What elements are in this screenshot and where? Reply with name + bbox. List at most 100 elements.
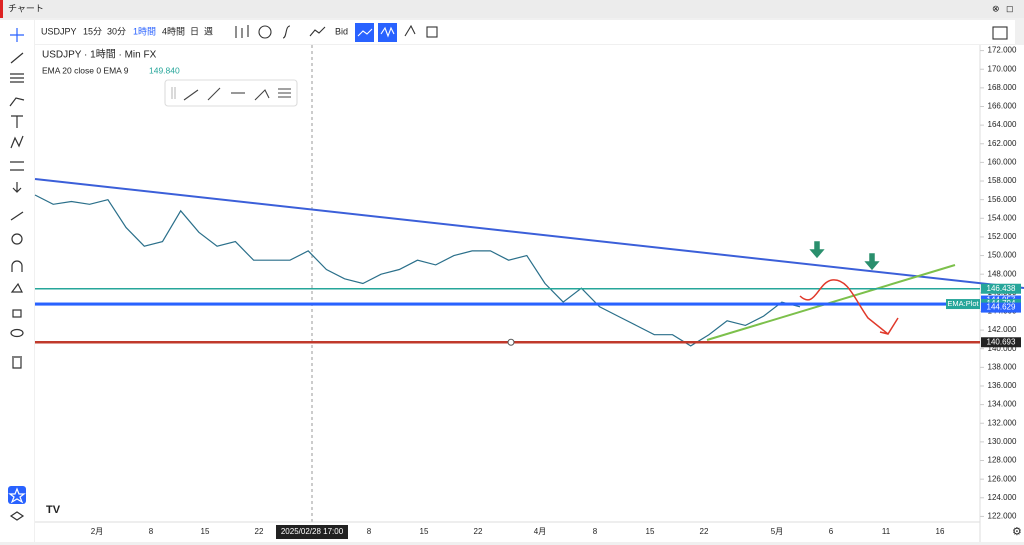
top-toolbar — [35, 20, 1015, 44]
min-btn[interactable]: ◻ — [1006, 3, 1013, 13]
bid-btn[interactable]: Bid — [335, 26, 348, 36]
lock-tool[interactable] — [12, 309, 22, 318]
interval-btn[interactable]: 日 — [190, 26, 199, 36]
window-title: チャート — [8, 3, 44, 13]
float-more-btn[interactable] — [278, 88, 291, 98]
chart-area — [35, 45, 1024, 542]
x-tick-label: 8 — [149, 527, 154, 536]
ruler-tool[interactable] — [10, 211, 24, 221]
y-tick-label: 128.000 — [988, 456, 1017, 465]
y-tick-label: 164.000 — [988, 120, 1017, 129]
pattern-tool[interactable] — [10, 135, 24, 149]
y-tick-label: 158.000 — [988, 176, 1017, 185]
x-tick-label: 15 — [420, 527, 429, 536]
y-tick-label: 150.000 — [988, 251, 1017, 260]
y-tick-label: 134.000 — [988, 400, 1017, 409]
lock-draw-tool[interactable] — [10, 282, 23, 293]
x-tick-label: 5月 — [771, 527, 783, 536]
magnet-tool[interactable] — [11, 260, 23, 272]
y-tick-label: 170.000 — [988, 64, 1017, 73]
layout-btn[interactable] — [426, 26, 438, 38]
drag-handle[interactable] — [171, 87, 176, 99]
price-line — [34, 194, 801, 347]
template-btn[interactable] — [309, 26, 326, 37]
y-tick-label: 132.000 — [988, 418, 1017, 427]
interval-btn[interactable]: 15分 — [83, 26, 102, 36]
x-tick-label: 15 — [646, 527, 655, 536]
interval-btn[interactable]: 1時間 — [133, 26, 156, 36]
brush-btn[interactable] — [404, 24, 416, 37]
x-tick-label: 8 — [593, 527, 598, 536]
crosshair-date: 2025/02/28 17:00 — [281, 527, 344, 536]
y-tick-label: 166.000 — [988, 102, 1017, 111]
price-label-bg — [981, 283, 1021, 294]
float-fill-btn[interactable] — [254, 89, 270, 101]
price-label: 140.693 — [987, 337, 1016, 346]
y-tick-label: 138.000 — [988, 362, 1017, 371]
support-trendline — [706, 264, 956, 341]
compare-btn[interactable] — [258, 25, 272, 39]
brush-tool[interactable] — [9, 97, 25, 107]
x-tick-label: 16 — [936, 527, 945, 536]
interval-btn[interactable]: 週 — [204, 26, 213, 36]
legend-symbol: USDJPY · 1時間 · Min FX — [42, 49, 157, 61]
ema-mode-btn[interactable] — [378, 23, 397, 42]
down-arrow — [864, 253, 880, 271]
ema-plot-tag — [946, 299, 980, 310]
symbol[interactable]: USDJPY — [41, 26, 77, 36]
y-tick-label: 172.000 — [988, 46, 1017, 55]
text-tool[interactable] — [11, 115, 23, 128]
y-tick-label: 136.000 — [988, 381, 1017, 390]
y-tick-label: 156.000 — [988, 195, 1017, 204]
x-tick-label: 2月 — [91, 527, 103, 536]
x-tick-label: 22 — [474, 527, 483, 536]
float-trend-btn[interactable] — [183, 89, 199, 101]
fullscreen-btn[interactable] — [992, 26, 1008, 40]
price-label: 146.438 — [987, 284, 1016, 293]
float-line-btn[interactable] — [207, 87, 221, 101]
y-tick-label: 142.000 — [988, 325, 1017, 334]
prediction-tool[interactable] — [10, 161, 24, 171]
y-tick-label: 124.000 — [988, 493, 1017, 502]
trash-tool[interactable] — [12, 356, 22, 369]
x-tick-label: 22 — [700, 527, 709, 536]
interval-btn[interactable]: 4時間 — [162, 26, 185, 36]
y-tick-label: 152.000 — [988, 232, 1017, 241]
y-tick-label: 130.000 — [988, 437, 1017, 446]
crosshair-tool[interactable] — [10, 28, 24, 42]
fib-tool[interactable] — [10, 73, 24, 83]
y-tick-label: 160.000 — [988, 157, 1017, 166]
close-btn[interactable]: ⊗ — [992, 3, 1000, 13]
interval-btn[interactable]: 30分 — [107, 26, 126, 36]
indicator-btn[interactable] — [282, 25, 291, 39]
left-toolbar — [0, 20, 34, 542]
settings-btn[interactable]: ⚙ — [1012, 526, 1022, 538]
title-bar — [0, 0, 1024, 18]
chart-type-btn[interactable] — [235, 25, 249, 38]
y-tick-label: 148.000 — [988, 269, 1017, 278]
ema-plot-label: EMA:Plot — [947, 299, 979, 308]
tv-logo: TV — [46, 504, 61, 516]
price-label-bg — [981, 302, 1021, 313]
legend-ema-value: 149.840 — [149, 65, 180, 75]
trendline-tool[interactable] — [10, 52, 24, 64]
resistance-trendline — [34, 178, 1024, 289]
x-tick-label: 8 — [367, 527, 372, 536]
line-handle[interactable] — [507, 338, 515, 346]
price-label-bg — [981, 337, 1021, 348]
x-tick-label: 22 — [255, 527, 264, 536]
star-icon — [8, 487, 26, 504]
forecast-curve — [799, 279, 899, 336]
crosshair-date-bg — [276, 525, 348, 539]
y-tick-label: 140.000 — [988, 344, 1017, 353]
eye-tool[interactable] — [10, 328, 24, 338]
y-tick-label: 154.000 — [988, 213, 1017, 222]
y-tick-label: 122.000 — [988, 512, 1017, 521]
layers-tool[interactable] — [9, 511, 25, 521]
down-arrow — [809, 241, 825, 259]
zoom-tool[interactable] — [11, 233, 23, 245]
title-accent — [0, 0, 3, 18]
y-tick-label: 126.000 — [988, 474, 1017, 483]
arrow-tool[interactable] — [12, 182, 22, 193]
